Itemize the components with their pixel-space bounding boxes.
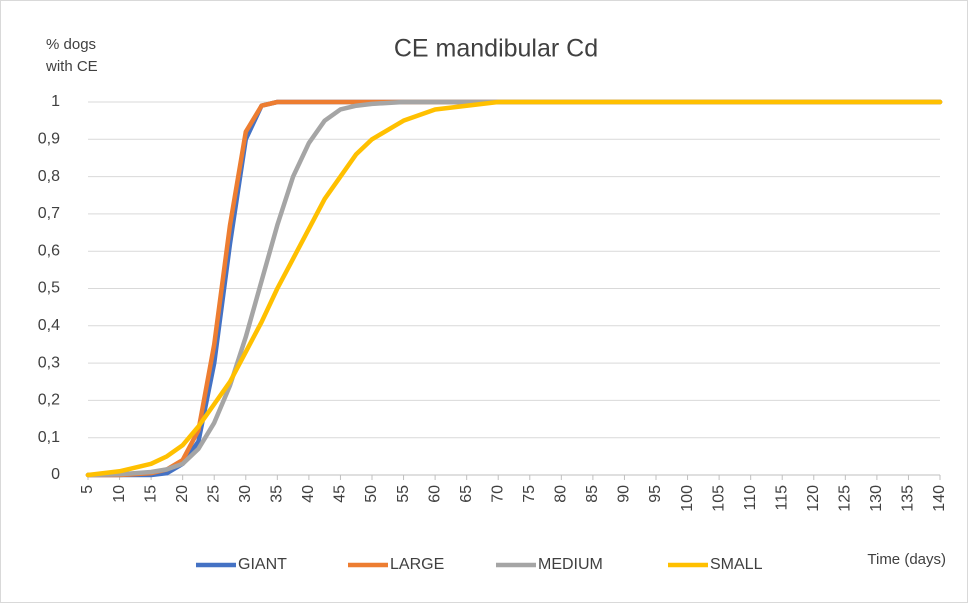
legend-label: LARGE (390, 556, 444, 573)
x-tick-label: 10 (111, 485, 128, 503)
x-tick-label: 80 (553, 485, 570, 503)
x-tick-label: 110 (742, 485, 759, 511)
series-line (85, 99, 943, 478)
x-tick-label: 40 (300, 485, 317, 503)
legend-label: SMALL (710, 556, 763, 573)
x-tick-label: 90 (616, 485, 633, 503)
y-tick-label: 0,1 (38, 429, 60, 446)
legend-label: MEDIUM (538, 556, 603, 573)
x-tick-label: 25 (205, 485, 222, 503)
x-tick-label: 65 (458, 485, 475, 503)
y-tick-label: 0,4 (38, 317, 60, 334)
x-tick-label: 105 (710, 485, 727, 512)
x-tick-label: 35 (269, 485, 286, 503)
y-tick-label: 0,6 (38, 242, 60, 259)
x-tick-label: 20 (174, 485, 191, 503)
y-tick-label: 0,3 (38, 354, 60, 371)
legend-label: GIANT (238, 556, 287, 573)
chart-title: CE mandibular Cd (394, 35, 598, 63)
x-tick-label: 115 (773, 485, 790, 511)
x-tick-label: 70 (489, 485, 506, 503)
x-tick-label: 50 (363, 485, 380, 503)
x-tick-label: 120 (805, 485, 822, 512)
series-line (85, 99, 943, 478)
y-axis-label: % dogs with CE (46, 36, 98, 75)
x-tick-label: 5 (79, 485, 96, 494)
x-tick-label: 45 (332, 485, 349, 503)
x-axis-label: Time (days) (867, 551, 946, 568)
y-tick-label: 0,8 (38, 168, 60, 185)
x-tick-label: 15 (142, 485, 159, 503)
x-tick-label: 135 (900, 485, 917, 512)
y-tick-label: 0 (51, 466, 60, 483)
x-tick-label: 125 (837, 485, 854, 512)
x-tick-label: 100 (679, 485, 696, 512)
x-tick-label: 30 (237, 485, 254, 503)
y-tick-label: 0,2 (38, 392, 60, 409)
y-tick-label: 0,7 (38, 205, 60, 222)
x-tick-label: 140 (931, 485, 948, 512)
x-tick-label: 60 (426, 485, 443, 503)
x-tick-label: 85 (584, 485, 601, 503)
y-tick-label: 0,9 (38, 131, 60, 148)
x-tick-label: 75 (521, 485, 538, 503)
x-tick-label: 95 (647, 485, 664, 503)
x-tick-label: 55 (395, 485, 412, 503)
y-tick-label: 0,5 (38, 280, 60, 297)
x-tick-label: 130 (868, 485, 885, 512)
y-tick-label: 1 (51, 93, 60, 110)
